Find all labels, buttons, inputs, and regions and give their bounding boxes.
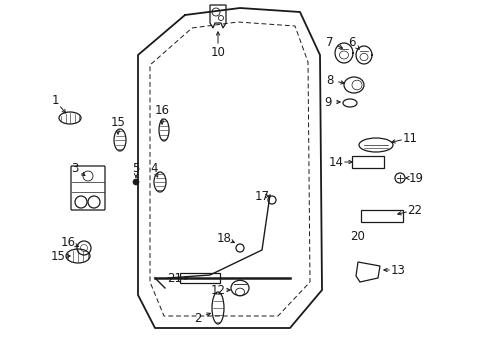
Text: 10: 10	[210, 45, 225, 58]
Bar	[180, 273, 220, 283]
Text: 1: 1	[51, 94, 59, 107]
Text: 20: 20	[350, 230, 365, 243]
Ellipse shape	[133, 179, 139, 185]
Text: 14: 14	[328, 156, 343, 168]
Text: 2: 2	[194, 311, 202, 324]
Text: 16: 16	[154, 104, 169, 117]
Text: 15: 15	[50, 249, 65, 262]
Text: 15: 15	[110, 116, 125, 129]
Text: 18: 18	[216, 231, 231, 244]
Text: 13: 13	[390, 264, 405, 276]
Text: 8: 8	[325, 73, 333, 86]
Text: 9: 9	[324, 95, 331, 108]
Text: 6: 6	[347, 36, 355, 49]
Text: 4: 4	[150, 162, 158, 175]
Polygon shape	[355, 262, 379, 282]
Text: 17: 17	[254, 189, 269, 202]
Text: 7: 7	[325, 36, 333, 49]
Text: 3: 3	[71, 162, 79, 175]
Polygon shape	[209, 5, 225, 28]
Bar	[351, 156, 383, 168]
Text: 5: 5	[132, 162, 140, 175]
Bar	[360, 210, 402, 222]
Text: 19: 19	[407, 171, 423, 184]
Text: 12: 12	[210, 284, 225, 297]
Text: 21: 21	[167, 271, 182, 284]
Text: 16: 16	[61, 235, 75, 248]
Text: 22: 22	[407, 203, 422, 216]
Text: 11: 11	[402, 131, 417, 144]
